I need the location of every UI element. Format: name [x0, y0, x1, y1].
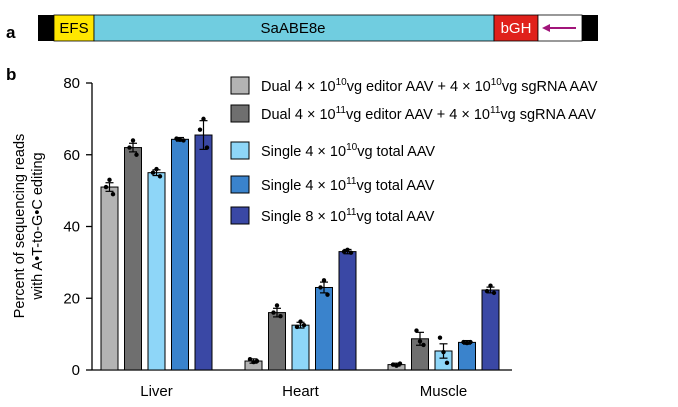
legend-label: Single 4 × 1010vg total AAV: [261, 142, 435, 160]
bar: [171, 138, 189, 371]
panel-b-letter: b: [6, 65, 16, 84]
panel-a-letter: a: [6, 23, 16, 42]
y-tick-label: 0: [72, 362, 80, 379]
data-point: [130, 138, 136, 143]
data-point: [201, 116, 206, 122]
data-point: [247, 357, 253, 362]
legend-swatch: [230, 104, 250, 123]
bars-group: Liver Heart Muscle: [100, 116, 500, 400]
data-point: [414, 328, 419, 333]
y-axis-title-line1: Percent of sequencing reads: [12, 134, 28, 319]
construct-diagram: EFS SaABE8e bGH: [38, 14, 598, 42]
data-point: [254, 358, 260, 364]
legend-label: Dual 4 × 1010vg editor AAV + 4 × 1010vg …: [261, 77, 598, 95]
data-point: [177, 137, 183, 142]
data-point: [134, 152, 139, 157]
data-point: [441, 349, 446, 355]
y-tick-label: 60: [63, 147, 80, 164]
data-point: [197, 127, 203, 132]
x-category-label: Muscle: [420, 383, 468, 400]
bar: [481, 289, 500, 371]
y-axis-title-line2: with A•T-to-G•C editing: [30, 152, 46, 300]
bar: [315, 286, 333, 371]
bar: [338, 251, 357, 371]
data-point: [464, 340, 470, 346]
legend-label: Single 8 × 1011vg total AAV: [261, 207, 435, 225]
data-point: [110, 192, 116, 197]
data-point: [421, 342, 426, 348]
bar: [291, 324, 310, 371]
right-itr-block: [582, 15, 598, 41]
efs-label: EFS: [59, 20, 88, 37]
x-category-label: Liver: [140, 383, 173, 400]
data-point: [271, 310, 276, 315]
legend: Dual 4 × 1010vg editor AAV + 4 × 1010vg …: [230, 76, 598, 225]
data-point: [154, 166, 159, 172]
legend-swatch: [230, 175, 250, 194]
data-point: [103, 184, 109, 190]
y-axis-title: Percent of sequencing reads with A•T-to-…: [12, 134, 46, 319]
bgh-polya: [493, 14, 539, 42]
data-point: [417, 339, 423, 344]
data-point: [204, 145, 210, 150]
y-tick-label: 20: [63, 290, 80, 307]
data-point: [325, 292, 330, 297]
bar: [124, 147, 142, 371]
data-point: [484, 288, 490, 294]
bar: [458, 341, 476, 371]
data-point: [341, 249, 347, 254]
data-point: [181, 138, 186, 143]
data-point: [488, 283, 493, 288]
data-point: [251, 359, 256, 365]
x-category-label: Heart: [282, 383, 320, 400]
data-point: [437, 335, 443, 340]
efs-promoter: [53, 14, 95, 42]
data-point: [294, 324, 300, 330]
data-point: [274, 303, 280, 308]
data-point: [468, 339, 473, 345]
bar: [100, 186, 119, 371]
saabe8e-gene: [93, 14, 495, 42]
legend-swatch: [230, 206, 250, 225]
data-point: [301, 322, 307, 328]
legend-label: Dual 4 × 1011vg editor AAV + 4 × 1011vg …: [261, 105, 596, 123]
data-point: [348, 250, 354, 255]
y-tick-label: 40: [63, 219, 80, 236]
data-point: [397, 361, 403, 366]
bar: [147, 172, 166, 371]
left-itr-block: [38, 15, 54, 41]
bar: [268, 312, 286, 371]
data-point: [127, 145, 132, 150]
data-point: [318, 285, 323, 290]
legend-swatch: [230, 76, 250, 95]
reverse-arrow-icon: [542, 24, 576, 32]
y-tick-label: 80: [63, 75, 80, 92]
bgh-label: bGH: [501, 20, 532, 37]
data-point: [444, 360, 450, 366]
data-point: [157, 174, 163, 179]
legend-swatch: [230, 141, 250, 160]
bar: [194, 134, 213, 371]
legend-label: Single 4 × 1011vg total AAV: [261, 176, 435, 194]
data-point: [174, 136, 179, 141]
data-point: [278, 313, 283, 319]
data-point: [345, 247, 350, 253]
saabe8e-label: SaABE8e: [260, 20, 325, 37]
data-point: [298, 319, 303, 324]
data-point: [150, 170, 156, 175]
data-point: [390, 362, 396, 367]
data-point: [491, 290, 497, 296]
data-point: [107, 177, 112, 183]
data-point: [321, 278, 327, 283]
data-point: [461, 339, 466, 345]
data-point: [394, 363, 399, 368]
